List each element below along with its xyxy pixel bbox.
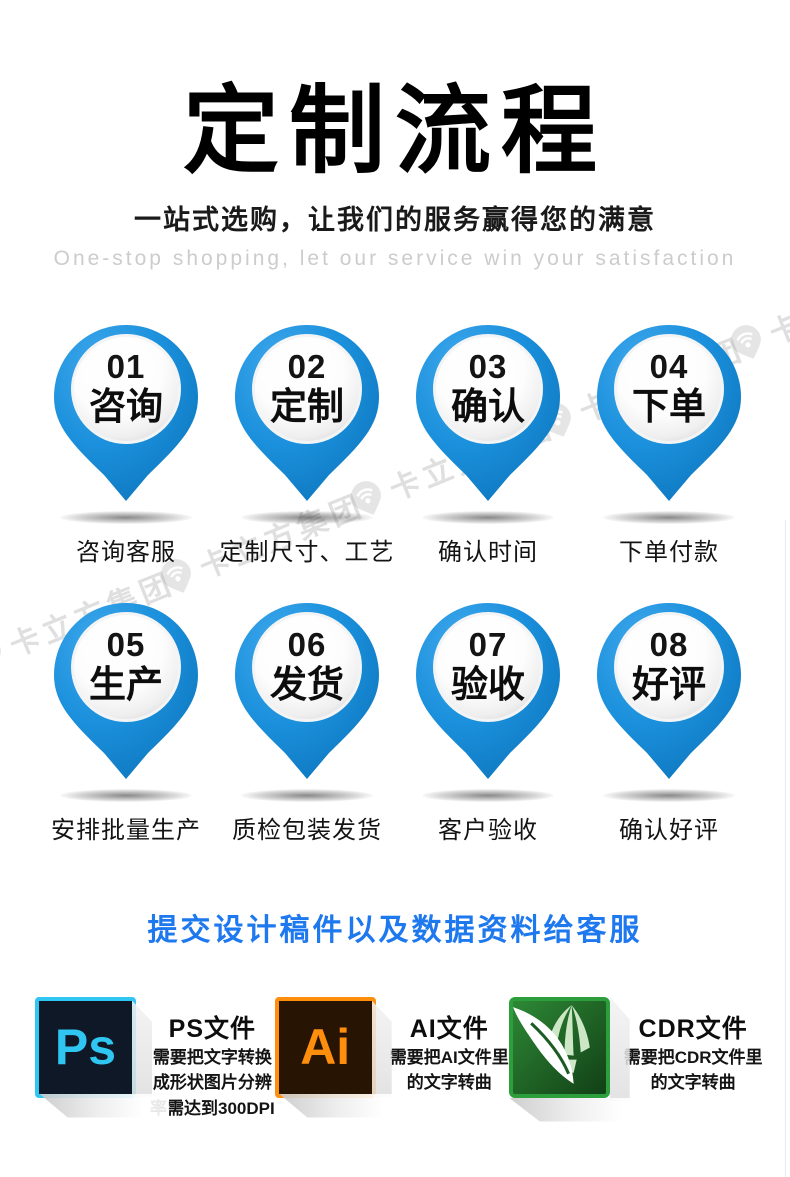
pin-balloon-icon [416,602,560,779]
pin-text: 01 咨询 [51,337,201,441]
step-production: 05 生产 安排批量生产 [38,601,214,845]
map-pin-marker: 08 好评 [594,601,744,781]
file-title: CDR文件 [638,1014,748,1043]
step-shipping: 06 发货 质检包装发货 [219,601,395,845]
file-text: AI文件 需要把AI文件里 的文字转曲 [376,997,509,1096]
step-number: 01 [106,347,146,385]
file-note-line: 需要把CDR文件里 [623,1047,763,1067]
page-subtitle: 一站式选购，让我们的服务赢得您的满意 [134,204,656,235]
step-number: 05 [106,625,146,663]
pin-drop-shadow [422,510,554,524]
pin-balloon-icon [235,602,379,779]
step-customize: 02 定制 定制尺寸、工艺 [219,323,395,567]
pin-drop-shadow [60,788,192,802]
step-caption: 质检包装发货 [232,816,382,844]
map-pin-marker: 03 确认 [413,323,563,503]
step-word: 发货 [270,663,344,705]
page-subtitle-english: One-stop shopping, let our service win y… [53,246,737,270]
step-number: 04 [649,347,689,385]
step-caption: 确认时间 [438,538,538,566]
step-acceptance: 07 验收 客户验收 [400,601,576,845]
file-note-line: 的文字转曲 [650,1073,736,1093]
step-caption: 定制尺寸、工艺 [219,538,395,566]
coreldraw-icon [508,996,610,1098]
map-pin-marker: 02 定制 [232,323,382,503]
step-word: 确认 [451,385,525,427]
step-consult: 01 咨询 咨询客服 [38,323,214,567]
file-note-line: 需要把AI文件里 [389,1047,509,1067]
step-word: 定制 [270,385,344,427]
map-pin-marker: 05 生产 [51,601,201,781]
file-title: AI文件 [409,1014,489,1043]
step-caption: 确认好评 [619,816,719,844]
pin-drop-shadow [422,788,554,802]
map-pin-marker: 04 下单 [594,323,744,503]
step-number: 03 [468,347,508,385]
file-text: PS文件 需要把文字转换 成形状图片分辨 率需达到300DPI [136,997,275,1122]
step-number: 02 [287,347,327,385]
file-text: CDR文件 需要把CDR文件里 的文字转曲 [610,997,763,1096]
step-order: 04 下单 下单付款 [581,323,757,567]
file-requirements: Ps PS文件 需要把文字转换 成形状图片分辨 率需达到300DPI Ai AI… [35,996,763,1122]
map-pin-marker: 07 验收 [413,601,563,781]
pin-drop-shadow [603,788,735,802]
pin-drop-shadow [241,510,373,524]
step-word: 咨询 [89,385,163,427]
step-review: 08 好评 确认好评 [581,601,757,845]
step-word: 好评 [632,663,706,705]
file-group-cdr: CDR文件 需要把CDR文件里 的文字转曲 [508,996,763,1122]
photoshop-icon-letters: Ps [54,1019,117,1076]
step-confirm: 03 确认 确认时间 [400,323,576,567]
pin-text: 08 好评 [594,615,744,719]
pin-text: 05 生产 [51,615,201,719]
page-edge-divider [785,520,786,1177]
pin-balloon-icon [54,602,198,779]
step-word: 验收 [451,663,525,705]
pin-balloon-icon [597,324,741,501]
illustrator-icon-letters: Ai [300,1019,351,1076]
file-note-line: 成形状图片分辨 [152,1073,272,1093]
file-group-ai: Ai AI文件 需要把AI文件里 的文字转曲 [274,996,509,1122]
file-note-line: 需要把文字转换 [152,1047,272,1067]
step-word: 生产 [89,663,163,705]
step-caption: 客户验收 [438,816,538,844]
pin-text: 04 下单 [594,337,744,441]
pin-balloon-icon [235,324,379,501]
step-word: 下单 [632,385,706,427]
pin-drop-shadow [60,510,192,524]
pin-drop-shadow [603,510,735,524]
step-caption: 下单付款 [619,538,719,566]
file-note-line: 的文字转曲 [406,1073,492,1093]
file-note-line: 率需达到300DPI [150,1098,275,1118]
illustrator-icon: Ai [274,996,376,1098]
map-pin-marker: 06 发货 [232,601,382,781]
pin-balloon-icon [416,324,560,501]
step-number: 07 [468,625,508,663]
step-caption: 咨询客服 [76,538,176,566]
pin-text: 03 确认 [413,337,563,441]
pin-balloon-icon [54,324,198,501]
map-pin-marker: 01 咨询 [51,323,201,503]
step-number: 06 [287,625,327,663]
pin-drop-shadow [241,788,373,802]
file-group-ps: Ps PS文件 需要把文字转换 成形状图片分辨 率需达到300DPI [35,996,275,1122]
photoshop-icon: Ps [35,996,136,1098]
pin-text: 07 验收 [413,615,563,719]
coreldraw-balloon-icon [508,996,610,1098]
page-title: 定制流程 [183,78,607,185]
process-steps: 01 咨询 咨询客服 02 定制 定制尺寸、工艺 [38,323,757,845]
pin-balloon-icon [597,602,741,779]
pin-text: 02 定制 [232,337,382,441]
step-caption: 安排批量生产 [51,816,201,844]
step-number: 08 [649,625,689,663]
submit-files-heading: 提交设计稿件以及数据资料给客服 [147,913,643,947]
header: 定制流程 一站式选购，让我们的服务赢得您的满意 One-stop shoppin… [0,0,790,271]
file-title: PS文件 [168,1014,257,1043]
pin-text: 06 发货 [232,615,382,719]
